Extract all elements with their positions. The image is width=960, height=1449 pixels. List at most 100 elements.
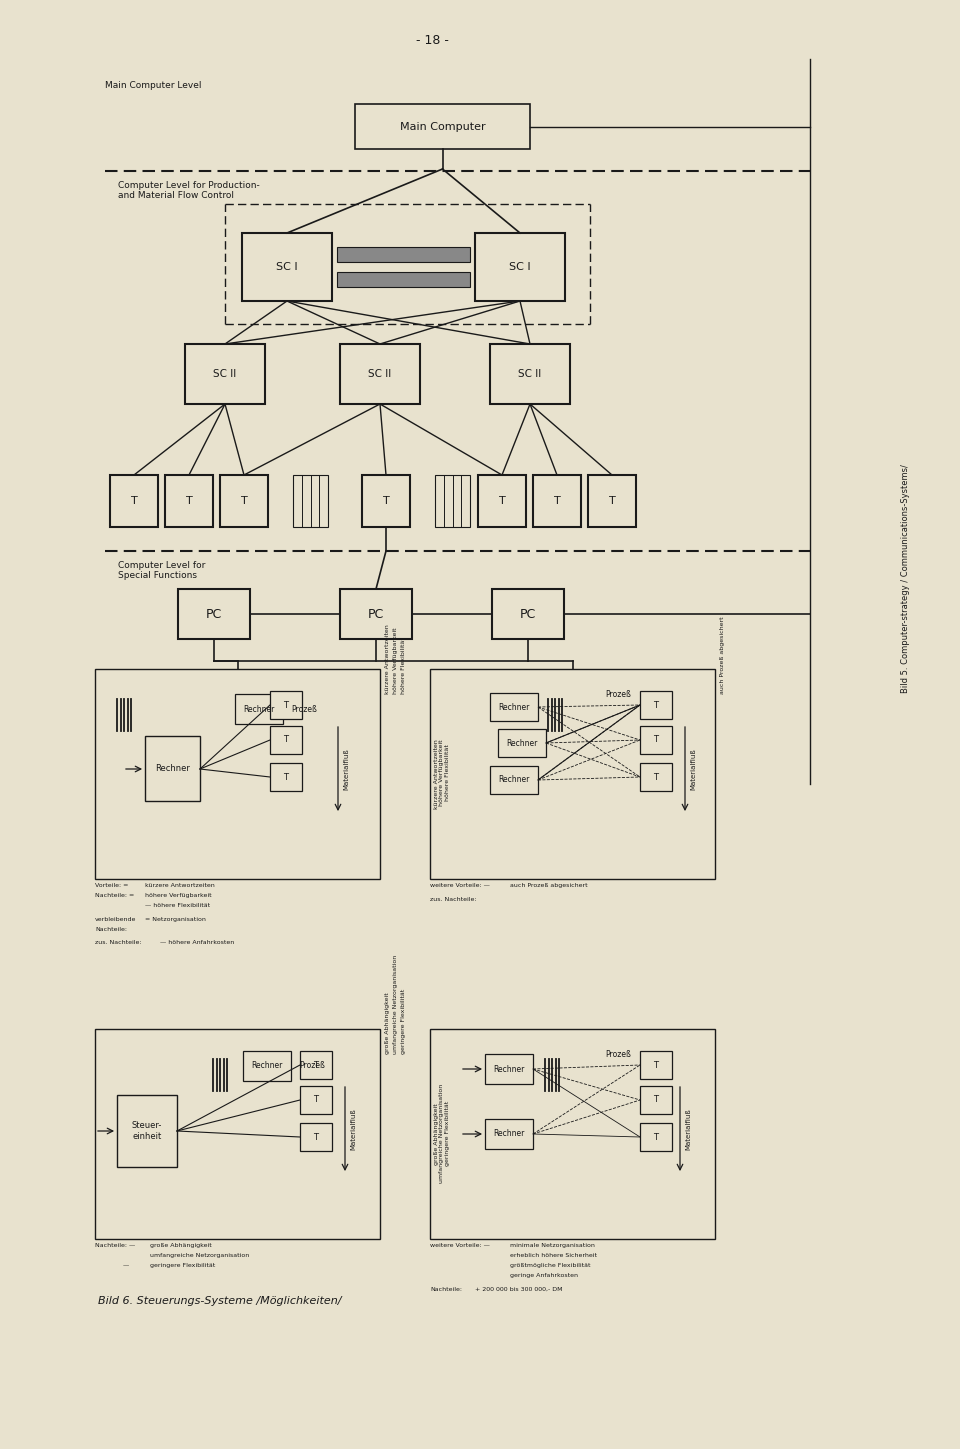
Bar <box>340 588 412 639</box>
Text: T: T <box>383 496 390 506</box>
Text: zus. Nachteile:: zus. Nachteile: <box>430 897 476 901</box>
Text: SC II: SC II <box>369 369 392 380</box>
Text: SC I: SC I <box>509 262 531 272</box>
Text: Materialfluß: Materialfluß <box>343 748 349 790</box>
Text: Nachteile: =: Nachteile: = <box>95 893 134 898</box>
Text: auch Prozeß abgesichert: auch Prozeß abgesichert <box>720 616 725 694</box>
Text: höhere Flexibilität: höhere Flexibilität <box>401 638 406 694</box>
Text: Main Computer Level: Main Computer Level <box>105 81 202 90</box>
Bar <box>185 343 265 404</box>
Text: T: T <box>314 1061 319 1069</box>
Text: T: T <box>185 496 192 506</box>
Text: T: T <box>654 772 659 781</box>
Bar <box>533 475 581 527</box>
Text: T: T <box>609 496 615 506</box>
Bar <box>293 475 328 527</box>
Text: Steuer-
einheit: Steuer- einheit <box>132 1122 162 1140</box>
Text: Rechner: Rechner <box>498 703 530 711</box>
Text: verbleibende: verbleibende <box>95 917 136 922</box>
Text: Rechner: Rechner <box>506 739 538 748</box>
Text: T: T <box>283 772 289 781</box>
Text: Bild 6. Steuerungs-Systeme /Möglichkeiten/: Bild 6. Steuerungs-Systeme /Möglichkeite… <box>98 1295 342 1306</box>
Text: Rechner: Rechner <box>156 764 190 772</box>
Bar <box>242 233 332 301</box>
Text: Computer Level for Production-
and Material Flow Control: Computer Level for Production- and Mater… <box>118 181 260 200</box>
Bar <box>110 475 158 527</box>
Bar <box>95 669 380 880</box>
Text: — höhere Anfahrkosten: — höhere Anfahrkosten <box>160 940 234 945</box>
Bar <box>95 1029 380 1239</box>
Bar <box>490 343 570 404</box>
Text: SC I: SC I <box>276 262 298 272</box>
Text: Rechner: Rechner <box>243 704 275 713</box>
Bar <box>355 104 530 149</box>
Text: - 18 -: - 18 - <box>416 35 448 48</box>
Bar <box>270 726 302 753</box>
Text: T: T <box>314 1095 319 1104</box>
Text: = Netzorganisation: = Netzorganisation <box>145 917 205 922</box>
Text: auch Prozeß abgesichert: auch Prozeß abgesichert <box>510 882 588 888</box>
Bar <box>490 693 538 722</box>
Text: kürzere Antwortzeiten: kürzere Antwortzeiten <box>385 625 390 694</box>
Text: SC II: SC II <box>518 369 541 380</box>
Text: T: T <box>131 496 137 506</box>
Bar <box>220 475 268 527</box>
Text: große Abhängigkeit: große Abhängigkeit <box>385 993 390 1053</box>
Bar <box>300 1051 332 1080</box>
Bar <box>640 726 672 753</box>
Text: Bild 5. Computer-strategy / Communications-Systems/: Bild 5. Computer-strategy / Communicatio… <box>901 465 910 694</box>
Text: T: T <box>654 1095 659 1104</box>
Bar <box>492 588 564 639</box>
Text: Nachteile:: Nachteile: <box>430 1287 462 1293</box>
Bar <box>640 1085 672 1114</box>
Text: PC: PC <box>368 607 384 620</box>
Bar <box>640 1123 672 1151</box>
Bar <box>475 233 565 301</box>
Text: Vorteile: =: Vorteile: = <box>95 882 129 888</box>
Text: weitere Vorteile: —: weitere Vorteile: — <box>430 882 490 888</box>
Text: Materialfluß: Materialfluß <box>685 1108 691 1151</box>
Bar <box>588 475 636 527</box>
Text: T: T <box>654 736 659 745</box>
Text: T: T <box>241 496 248 506</box>
Bar <box>337 272 470 287</box>
Bar <box>478 475 526 527</box>
Bar <box>362 475 410 527</box>
Bar <box>117 1095 177 1166</box>
Text: T: T <box>654 1133 659 1142</box>
Text: Rechner: Rechner <box>493 1065 525 1074</box>
Text: Prozeß: Prozeß <box>605 690 631 698</box>
Text: größtmögliche Flexibilität: größtmögliche Flexibilität <box>510 1264 590 1268</box>
Text: Materialfluß: Materialfluß <box>350 1108 356 1151</box>
Text: Rechner: Rechner <box>493 1130 525 1139</box>
Bar <box>640 691 672 719</box>
Bar <box>640 764 672 791</box>
Bar <box>337 246 470 262</box>
Text: T: T <box>283 700 289 710</box>
Bar <box>490 767 538 794</box>
Text: große Abhängigkeit
 umfangreiche Netzorganisation
 geringere Flexibilität: große Abhängigkeit umfangreiche Netzorga… <box>434 1084 450 1185</box>
Bar <box>485 1119 533 1149</box>
Text: Main Computer: Main Computer <box>399 122 486 132</box>
Text: Materialfluß: Materialfluß <box>690 748 696 790</box>
Text: zus. Nachteile:: zus. Nachteile: <box>95 940 141 945</box>
Text: umfangreiche Netzorganisation: umfangreiche Netzorganisation <box>393 955 398 1053</box>
Text: T: T <box>314 1133 319 1142</box>
Text: T: T <box>554 496 561 506</box>
Text: Computer Level for
Special Functions: Computer Level for Special Functions <box>118 561 205 581</box>
Bar <box>235 694 283 724</box>
Bar <box>270 691 302 719</box>
Text: T: T <box>498 496 505 506</box>
Text: T: T <box>654 700 659 710</box>
Text: geringe Anfahrkosten: geringe Anfahrkosten <box>510 1274 578 1278</box>
Text: T: T <box>283 736 289 745</box>
Text: T: T <box>654 1061 659 1069</box>
Text: erheblich höhere Sicherheit: erheblich höhere Sicherheit <box>510 1253 597 1258</box>
Text: weitere Vorteile: —: weitere Vorteile: — <box>430 1243 490 1248</box>
Text: —: — <box>95 1264 130 1268</box>
Bar <box>435 475 470 527</box>
Bar <box>165 475 213 527</box>
Bar <box>430 669 715 880</box>
Text: PC: PC <box>520 607 536 620</box>
Text: umfangreiche Netzorganisation: umfangreiche Netzorganisation <box>150 1253 250 1258</box>
